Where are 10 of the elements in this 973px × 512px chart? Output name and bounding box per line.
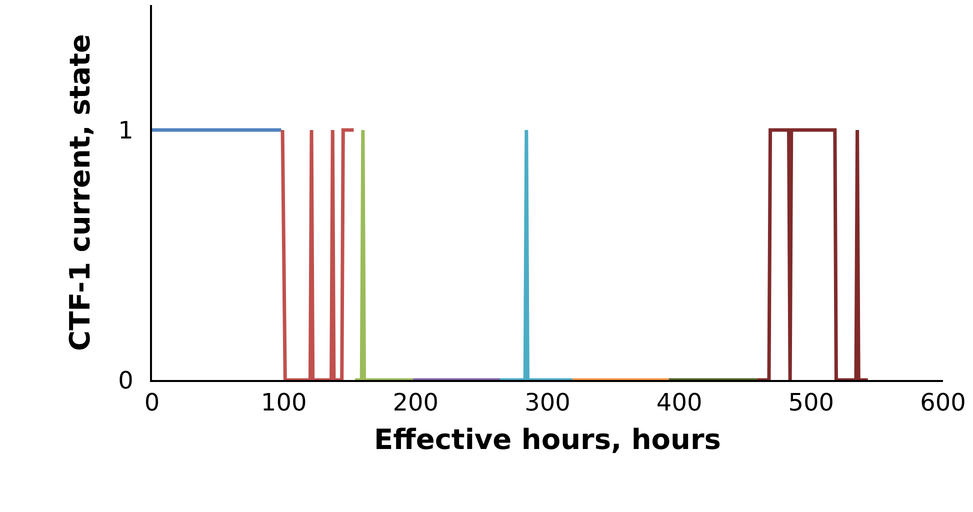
x-tick-label: 500 [788,388,834,417]
x-axis-title: Effective hours, hours [374,423,721,456]
x-tick-label: 400 [656,388,702,417]
y-axis-title: CTF-1 current, state [63,34,96,351]
x-tick-label: 300 [524,388,570,417]
x-tick-label: 600 [920,388,966,417]
x-tick-label: 100 [260,388,307,417]
x-tick-label: 0 [144,388,160,417]
x-tick-label: 200 [392,388,439,417]
y-tick-label: 1 [118,116,134,144]
